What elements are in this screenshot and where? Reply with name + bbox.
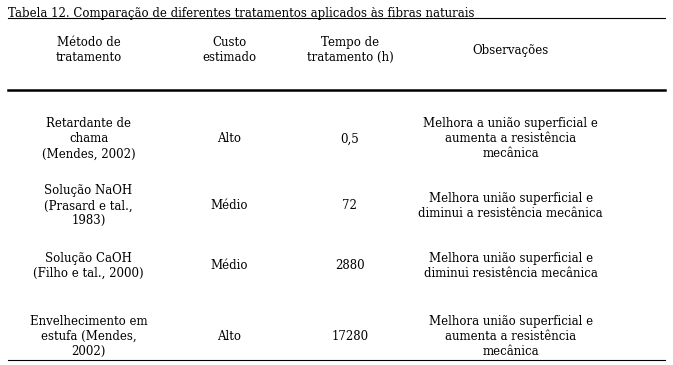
Text: Alto: Alto — [217, 330, 241, 343]
Text: Solução CaOH
(Filho e tal., 2000): Solução CaOH (Filho e tal., 2000) — [33, 251, 144, 280]
Text: 2880: 2880 — [335, 259, 365, 272]
Text: Observações: Observações — [472, 44, 549, 57]
Text: Melhora união superficial e
diminui resistência mecânica: Melhora união superficial e diminui resi… — [424, 251, 598, 280]
Text: Retardante de
chama
(Mendes, 2002): Retardante de chama (Mendes, 2002) — [42, 118, 135, 160]
Text: Médio: Médio — [211, 259, 248, 272]
Text: Tempo de
tratamento (h): Tempo de tratamento (h) — [306, 36, 393, 64]
Text: Solução NaOH
(Prasard e tal.,
1983): Solução NaOH (Prasard e tal., 1983) — [44, 184, 133, 227]
Text: Tabela 12. Comparação de diferentes tratamentos aplicados às fibras naturais: Tabela 12. Comparação de diferentes trat… — [8, 7, 474, 20]
Text: Melhora união superficial e
diminui a resistência mecânica: Melhora união superficial e diminui a re… — [419, 192, 603, 220]
Text: Método de
tratamento: Método de tratamento — [55, 36, 122, 64]
Text: Médio: Médio — [211, 199, 248, 212]
Text: 72: 72 — [343, 199, 357, 212]
Text: Alto: Alto — [217, 132, 241, 145]
Text: Envelhecimento em
estufa (Mendes,
2002): Envelhecimento em estufa (Mendes, 2002) — [30, 315, 147, 358]
Text: Melhora a união superficial e
aumenta a resistência
mecânica: Melhora a união superficial e aumenta a … — [423, 118, 598, 160]
Text: 17280: 17280 — [331, 330, 368, 343]
Text: Melhora união superficial e
aumenta a resistência
mecânica: Melhora união superficial e aumenta a re… — [429, 315, 593, 358]
Text: 0,5: 0,5 — [341, 132, 359, 145]
Text: Custo
estimado: Custo estimado — [202, 36, 256, 64]
